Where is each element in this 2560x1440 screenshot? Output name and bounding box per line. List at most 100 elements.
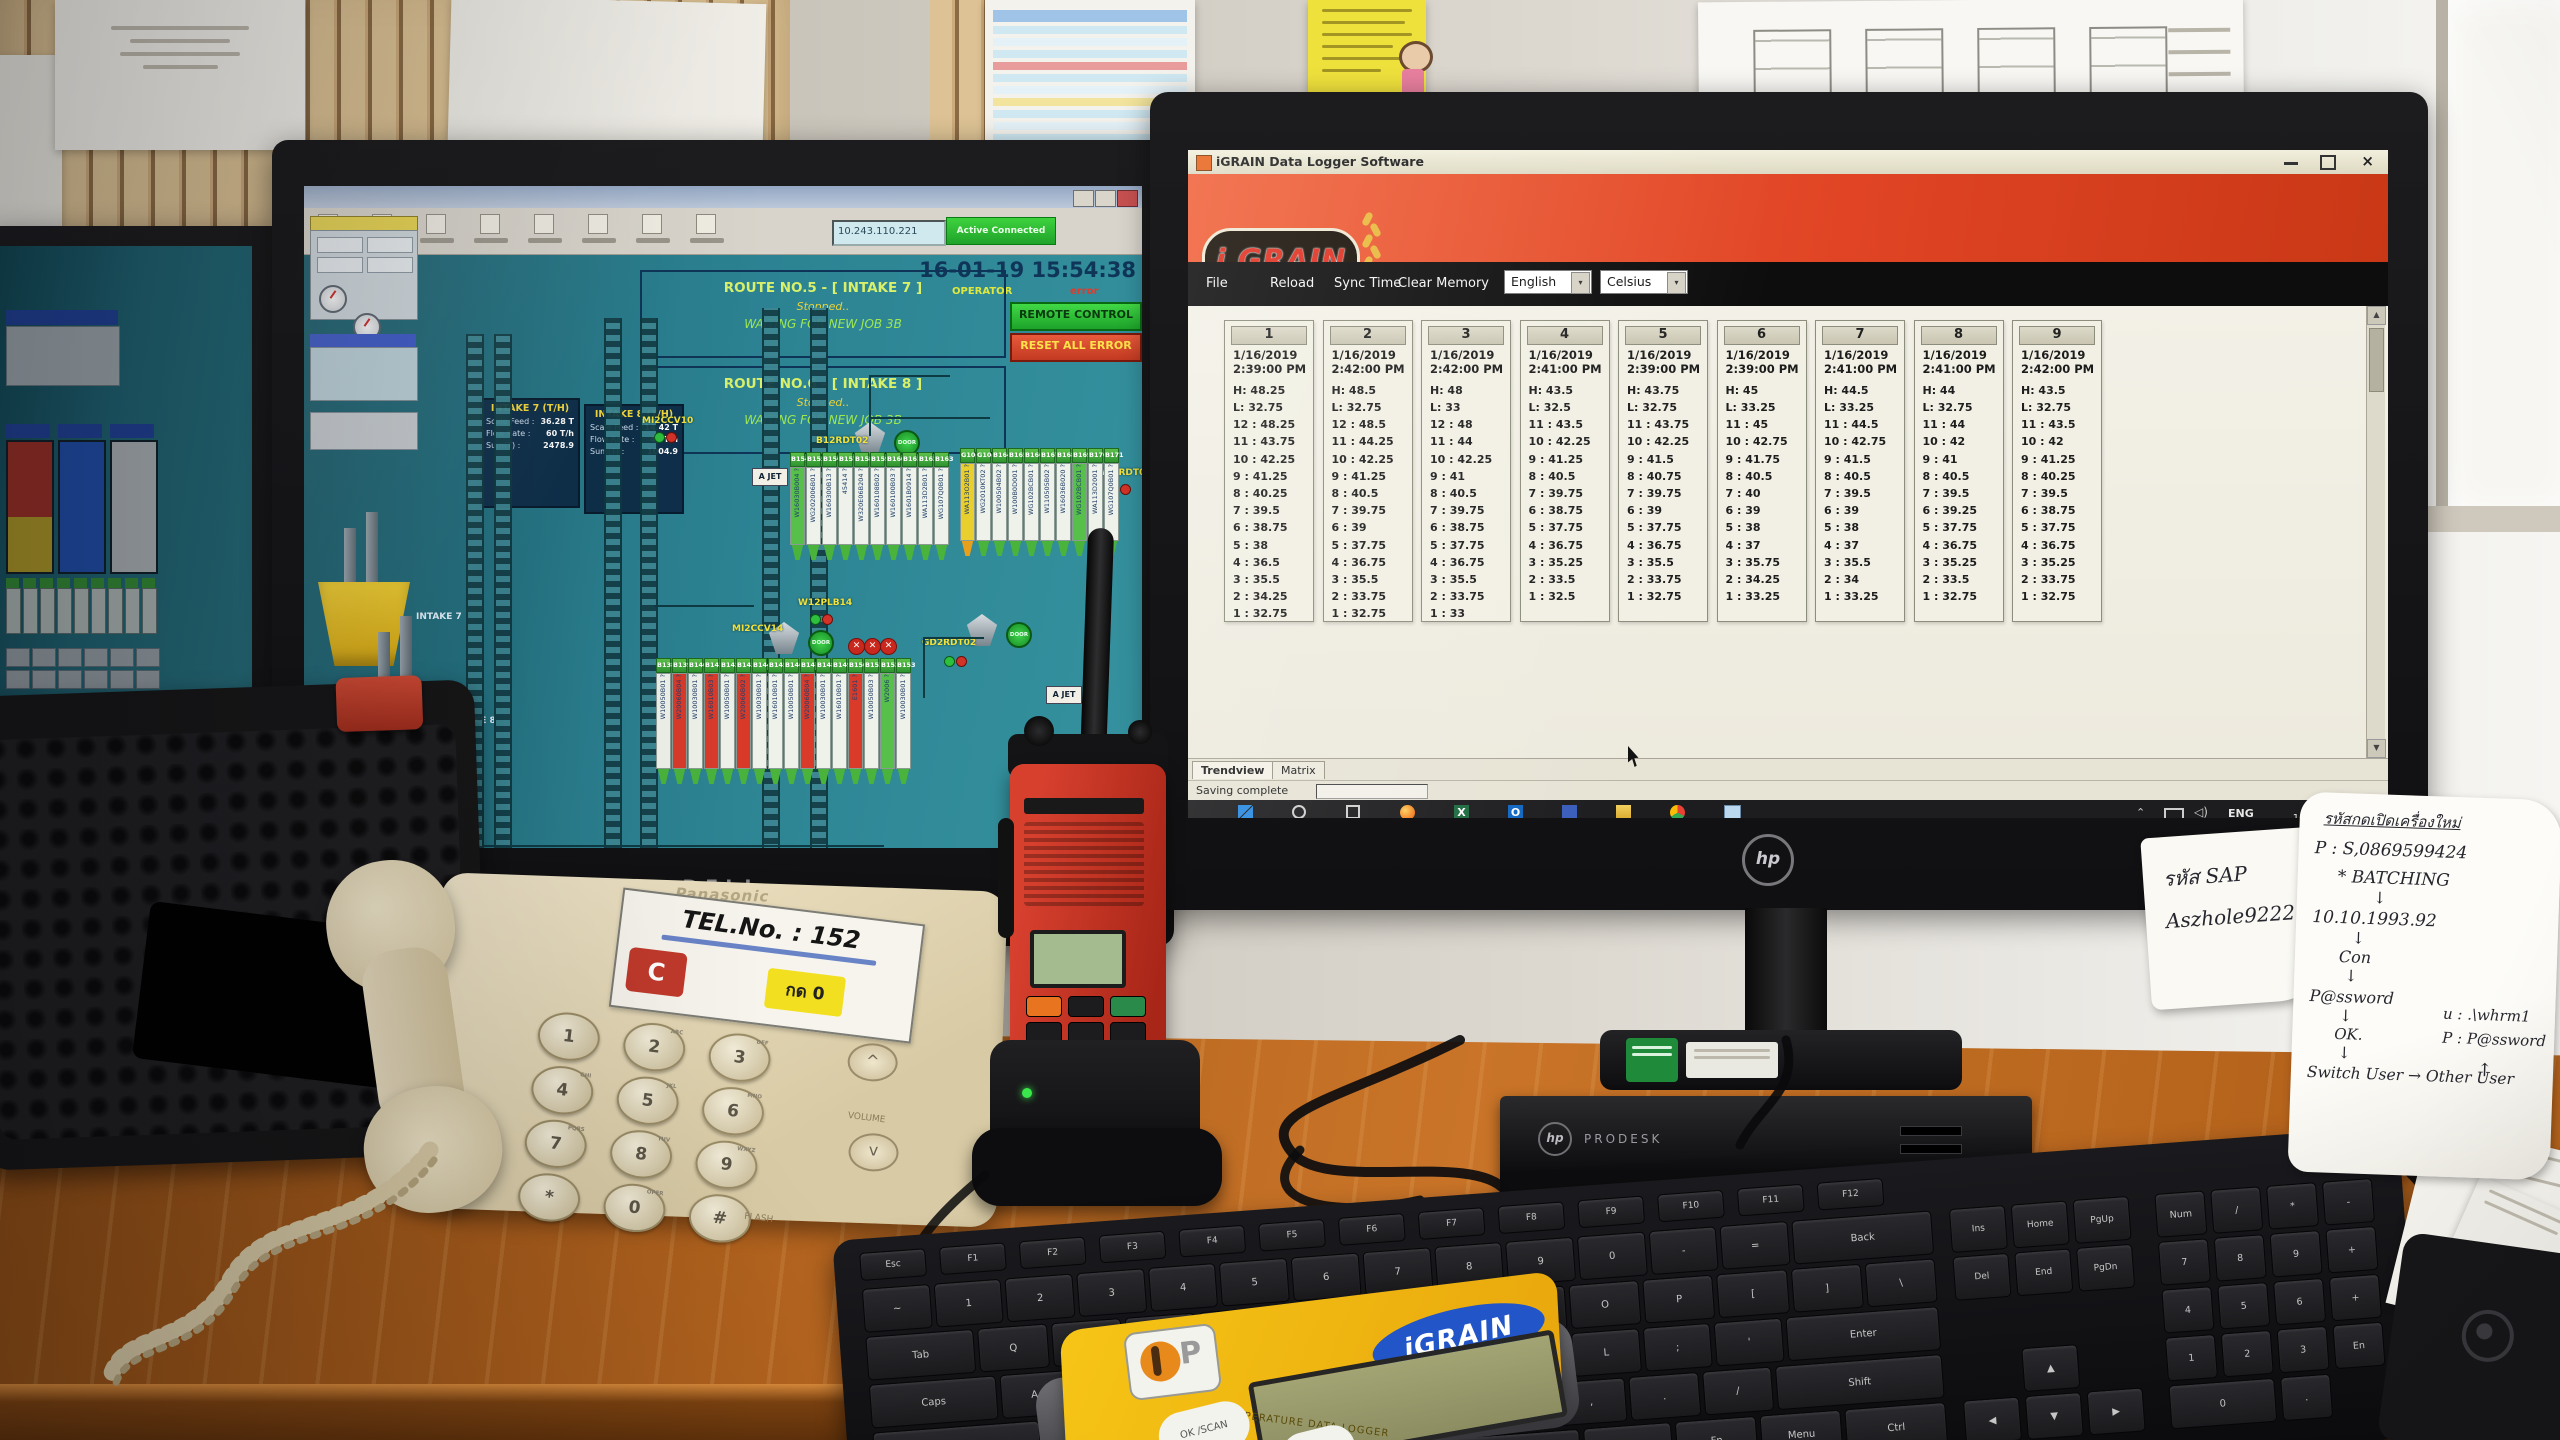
- silo-id: B167: [1040, 448, 1060, 463]
- toolbar-icon[interactable]: [426, 214, 446, 234]
- toolbar-icon[interactable]: [534, 214, 554, 234]
- column-reading: 2 : 33.5: [1528, 572, 1576, 586]
- bucket-elevator-chain: [494, 334, 512, 848]
- column-reading: 10 : 42: [1922, 435, 1966, 449]
- search-icon[interactable]: [1292, 805, 1306, 818]
- menu-item-clear-memory[interactable]: Clear Memory: [1398, 276, 1489, 291]
- minimize-icon[interactable]: [2284, 162, 2298, 165]
- toolbar-icon[interactable]: [480, 214, 500, 234]
- column-reading: 8 : 40.5: [1824, 469, 1871, 483]
- silo-body: W110505B02 ?: [1040, 463, 1055, 541]
- column-high: H: 48.25: [1233, 383, 1286, 397]
- column-low: L: 32.75: [2021, 400, 2072, 414]
- column-reading: 3 : 35.5: [1627, 555, 1674, 569]
- unit-select[interactable]: Celsius ▾: [1600, 270, 1688, 294]
- column-reading: 2 : 34.25: [1725, 572, 1781, 586]
- silo-id: B164: [992, 448, 1012, 463]
- silo-body: W16010B03 ?: [704, 673, 719, 769]
- column-reading: 10 : 42.25: [1331, 452, 1394, 466]
- toolbar-icon[interactable]: [696, 214, 716, 234]
- silo-code: W160100B03 ?: [889, 468, 898, 518]
- close-icon[interactable]: [1117, 190, 1138, 207]
- restore-icon[interactable]: [2320, 155, 2336, 170]
- silo-id: B163: [934, 452, 954, 467]
- silo-id: G107: [960, 448, 980, 463]
- toolbar-icon[interactable]: [588, 214, 608, 234]
- minimize-icon[interactable]: [1073, 190, 1094, 207]
- column-reading: 7 : 39.75: [1528, 486, 1584, 500]
- column-time: 2:39:00 PM: [1627, 362, 1701, 377]
- menu-item-file[interactable]: File: [1206, 276, 1228, 291]
- close-icon[interactable]: ×: [2361, 152, 2374, 170]
- column-reading: 8 : 40.25: [1233, 486, 1288, 500]
- language-select[interactable]: English ▾: [1504, 270, 1592, 294]
- silo-id: B165: [1008, 448, 1028, 463]
- restore-icon[interactable]: [1095, 190, 1116, 207]
- menu-item-reload[interactable]: Reload: [1270, 276, 1315, 291]
- column-reading: 9 : 41.25: [1233, 469, 1288, 483]
- key-Menu: Menu: [1759, 1409, 1844, 1440]
- chevron-down-icon[interactable]: ▾: [1571, 272, 1590, 294]
- column-reading: 9 : 41.25: [2021, 452, 2076, 466]
- silo-id: B142: [720, 658, 740, 673]
- column-reading: 6 : 38.75: [1430, 521, 1485, 535]
- scroll-down-arrow[interactable]: ▼: [2367, 739, 2386, 758]
- silo-id: B153: [896, 658, 916, 673]
- column-reading: 8 : 40.5: [1331, 486, 1379, 500]
- network-icon[interactable]: [2164, 808, 2184, 818]
- reset-all-error-button[interactable]: RESET ALL ERROR: [1010, 333, 1142, 362]
- tab-matrix[interactable]: Matrix: [1272, 761, 1325, 779]
- ip-address-input[interactable]: 10.243.110.221: [832, 220, 946, 246]
- language-indicator[interactable]: ENG: [2228, 807, 2254, 818]
- key-Back: Back: [1791, 1210, 1935, 1265]
- toolbar-label: [582, 238, 616, 243]
- column-reading: 1 : 32.75: [1922, 590, 1978, 604]
- key-Caps: Caps: [868, 1375, 999, 1429]
- silo: B162 WA113D2B01 ?: [918, 452, 938, 560]
- speaker-icon[interactable]: ◁): [2194, 805, 2208, 818]
- scrollbar[interactable]: ▲ ▼: [2366, 306, 2386, 758]
- outlook-icon[interactable]: O: [1508, 805, 1523, 818]
- data-column-8: 8 1/16/2019 2:41:00 PM H: 44 L: 32.75 11 : 44…: [1913, 320, 2004, 622]
- column-number: 3: [1428, 326, 1504, 345]
- data-column-5: 5 1/16/2019 2:39:00 PM H: 43.75 L: 32.75 11 :…: [1618, 320, 1708, 622]
- file-explorer-icon[interactable]: [1616, 805, 1631, 818]
- tank-fill: [112, 517, 156, 572]
- phone-cord: [101, 1141, 439, 1394]
- table-cell: [110, 670, 134, 689]
- menu-item-sync-time[interactable]: Sync Time: [1334, 276, 1402, 291]
- silo-code: W16010B01 ?: [771, 674, 780, 720]
- tray-chevron-icon[interactable]: ⌃: [2136, 806, 2146, 818]
- tank-fill: [8, 517, 52, 572]
- firefox-icon[interactable]: [1400, 805, 1415, 818]
- numpad-key-8: 8: [2213, 1234, 2267, 1282]
- pc-hp-logo: hp: [1538, 1122, 1572, 1156]
- excel-icon[interactable]: X: [1454, 805, 1469, 818]
- error-x-indicator: ✕: [848, 638, 865, 655]
- start-icon[interactable]: [1238, 805, 1253, 818]
- silo-funnel: [1009, 541, 1022, 556]
- key-F10: F10: [1657, 1189, 1725, 1223]
- tab-trendview[interactable]: Trendview: [1192, 761, 1274, 779]
- silo-body: WG107Q0B01 ?: [934, 467, 949, 545]
- scroll-thumb[interactable]: [2369, 328, 2384, 392]
- data-column-7: 7 1/16/2019 2:41:00 PM H: 44.5 L: 33.25 11 : …: [1815, 320, 1905, 622]
- silo-id: B154: [790, 452, 810, 467]
- app-window-icon[interactable]: [1724, 805, 1741, 818]
- silo-id: B147: [800, 658, 820, 673]
- numpad-key-1: 1: [2164, 1333, 2218, 1382]
- column-low: L: 32.75: [1627, 400, 1678, 414]
- settings-icon[interactable]: [1562, 805, 1577, 818]
- chrome-icon[interactable]: [1670, 805, 1685, 818]
- key-Enter: Enter: [1785, 1306, 1942, 1362]
- task-view-icon[interactable]: [1346, 805, 1360, 818]
- column-reading: 3 : 35.5: [1430, 572, 1477, 586]
- red-indicator: [1120, 484, 1131, 495]
- toolbar-icon[interactable]: [642, 214, 662, 234]
- walkie-talkie: [972, 527, 1222, 1208]
- scroll-up-arrow[interactable]: ▲: [2367, 306, 2386, 325]
- remote-control-button[interactable]: REMOTE CONTROL: [1010, 302, 1142, 331]
- chevron-down-icon[interactable]: ▾: [1667, 272, 1686, 294]
- radio-charger-base: [972, 1128, 1222, 1206]
- table-cell: [58, 670, 82, 689]
